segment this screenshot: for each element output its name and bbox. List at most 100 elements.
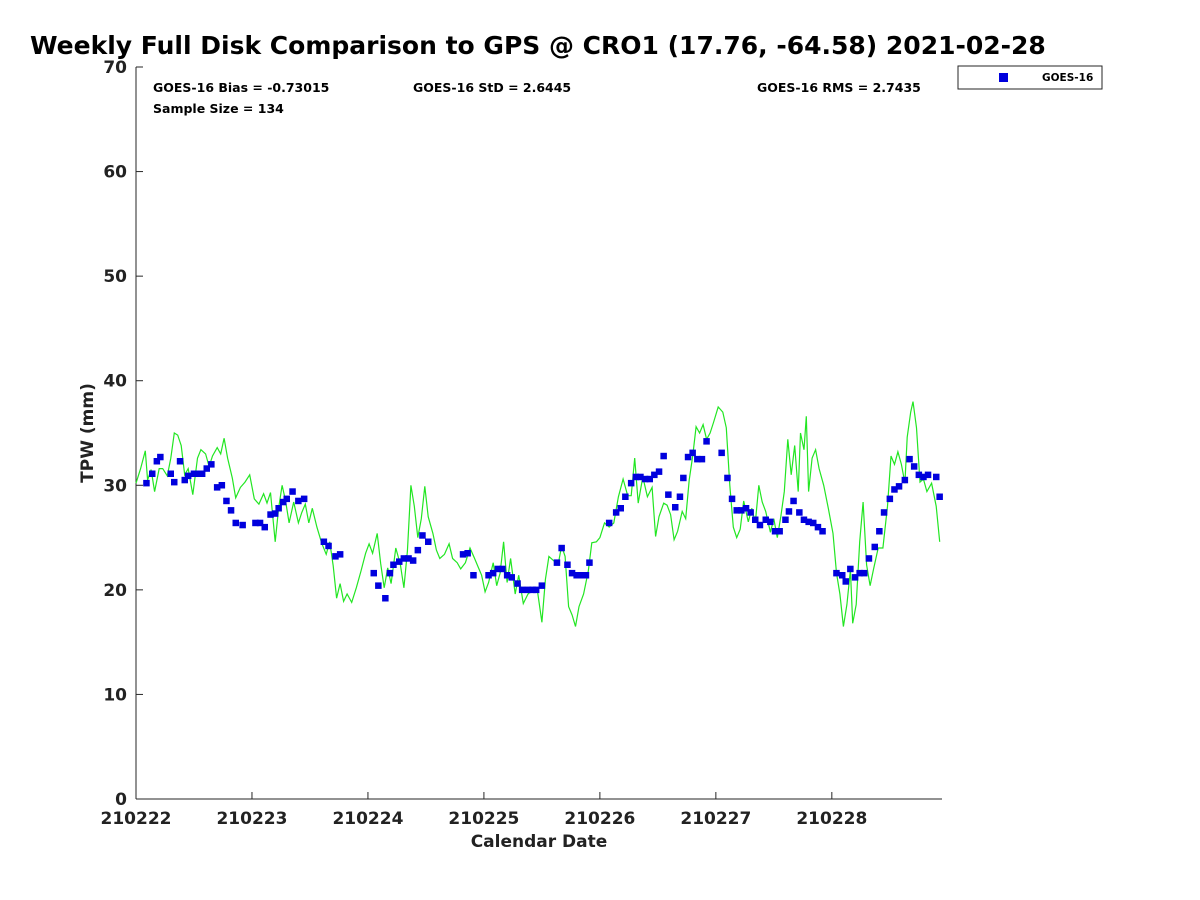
y-tick-label: 70: [103, 58, 127, 78]
plot-area: [135, 66, 943, 800]
y-tick-label: 30: [103, 476, 127, 496]
goes-16-point: [672, 504, 679, 511]
goes-16-point: [655, 468, 663, 475]
goes-16-point: [810, 519, 817, 527]
goes-16-point: [198, 470, 206, 477]
sample-size-stat: Sample Size = 134: [153, 101, 284, 116]
goes-16-point: [665, 491, 672, 498]
goes-16-point: [865, 555, 873, 562]
goes-16-point: [632, 473, 640, 481]
goes-16-point: [933, 473, 940, 481]
goes-16-point: [646, 475, 653, 483]
goes-16-point: [470, 572, 477, 579]
goes-16-point: [382, 595, 389, 602]
goes-16-point: [910, 463, 918, 470]
goes-16-point: [320, 538, 328, 545]
goes-16-point: [842, 578, 849, 585]
goes-16-point: [171, 478, 178, 486]
goes-16-point: [771, 528, 779, 535]
gps-series-line: [135, 401, 941, 627]
bias-stat: GOES-16 Bias = -0.73015: [153, 80, 329, 95]
goes-16-point: [499, 565, 506, 573]
goes-16-point: [275, 505, 282, 512]
goes-16-point: [271, 510, 279, 517]
goes-16-point: [405, 555, 412, 562]
legend-label-goes-16: GOES-16: [1042, 72, 1093, 84]
x-axis-ticks: 210222 210223 210224 210225 210226 210227 2102…: [101, 792, 867, 829]
goes-16-point: [370, 569, 377, 577]
goes-16-point: [459, 551, 467, 558]
goes-16-point: [742, 505, 750, 512]
goes-16-point: [195, 470, 202, 477]
goes-16-point: [414, 546, 422, 554]
goes-16-point: [790, 497, 797, 505]
y-axis-label: TPW (mm): [78, 383, 98, 483]
x-tick-label: 210225: [448, 809, 519, 829]
goes-16-point: [283, 495, 290, 503]
goes-16-point: [895, 483, 903, 490]
y-tick-label: 60: [103, 163, 127, 183]
goes-16-point: [733, 507, 740, 514]
goes-16-point: [901, 476, 909, 484]
goes-16-point: [698, 455, 706, 463]
goes-16-point: [782, 516, 789, 523]
goes-16-point: [776, 528, 783, 535]
goes-16-point: [676, 493, 684, 500]
goes-16-point: [223, 497, 230, 505]
goes-16-point: [167, 470, 174, 477]
goes-16-point: [785, 508, 793, 515]
goes-16-point: [861, 569, 868, 577]
goes-16-point: [660, 452, 667, 460]
goes-16-point: [386, 569, 394, 577]
goes-16-point: [489, 569, 497, 577]
goes-16-point: [762, 516, 769, 523]
goes-16-point: [747, 509, 754, 516]
x-tick-label: 210223: [216, 809, 287, 829]
goes-16-point: [256, 519, 264, 527]
goes-16-point: [767, 518, 774, 526]
goes-16-point: [906, 455, 913, 463]
gps-series: [135, 401, 941, 627]
std-stat: GOES-16 StD = 2.6445: [413, 80, 571, 95]
y-tick-label: 20: [103, 581, 127, 601]
rms-stat: GOES-16 RMS = 2.7435: [757, 80, 921, 95]
goes-16-point: [568, 569, 576, 577]
goes-16-point: [578, 572, 585, 579]
legend: GOES-16: [957, 65, 1103, 90]
goes-16-point: [213, 484, 221, 491]
goes-16-point: [425, 538, 432, 545]
goes-16-point: [586, 559, 593, 566]
goes-16-point: [752, 516, 759, 523]
x-tick-label: 210222: [101, 809, 172, 829]
goes-16-point: [252, 519, 259, 527]
goes-16-point: [886, 495, 894, 503]
y-tick-label: 0: [115, 790, 127, 810]
x-tick-label: 210228: [796, 809, 867, 829]
legend-box: [957, 65, 1103, 90]
x-tick-label: 210227: [680, 809, 751, 829]
goes-16-point: [724, 474, 731, 482]
goes-16-point: [851, 574, 859, 581]
goes-16-point: [582, 572, 590, 579]
goes-16-point: [532, 586, 540, 594]
goes-16-point: [336, 551, 344, 558]
goes-16-point: [796, 509, 803, 516]
goes-16-point: [738, 507, 745, 514]
goes-16-point: [396, 558, 403, 565]
goes-16-point: [847, 565, 854, 573]
goes-16-point: [553, 559, 561, 566]
goes-16-point: [936, 493, 943, 500]
y-tick-label: 10: [103, 685, 127, 705]
goes-16-point: [518, 586, 526, 594]
goes-16-point: [839, 572, 846, 579]
goes-16-point: [508, 574, 515, 581]
chart-title: Weekly Full Disk Comparison to GPS @ CRO…: [30, 31, 1046, 60]
goes-16-point: [332, 553, 339, 560]
goes-16-point: [800, 516, 808, 523]
goes-16-point: [157, 453, 164, 461]
goes-16-point: [622, 493, 629, 500]
goes-16-point: [227, 507, 235, 514]
goes-16-point: [295, 497, 302, 505]
